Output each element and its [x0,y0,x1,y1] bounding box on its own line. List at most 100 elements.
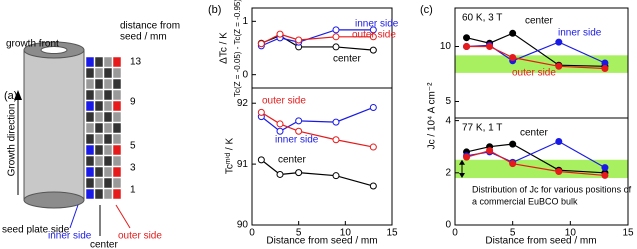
x-tick-label: 10 [565,228,577,239]
data-point [509,29,517,37]
grid-cell [85,155,95,167]
data-point [295,127,303,135]
data-point [295,117,303,125]
sample-grid [85,56,122,200]
y-tick-label: 92 [237,98,249,109]
position-label: 9 [130,97,136,108]
grid-cell [94,111,104,123]
data-point [369,26,377,34]
distance-label: distance from [120,21,180,32]
data-point [601,171,609,179]
x-tick-label: 0 [249,228,255,239]
data-point [332,118,340,126]
grid-cell [85,56,95,68]
cylinder-body [23,49,85,201]
annotation: a commercial EuBCO bulk [472,196,578,206]
grid-cell [103,177,113,189]
y-tick-label: 90 [237,220,249,231]
series-label: inner side [355,19,399,30]
grid-cell [112,67,122,79]
data-point [555,38,563,46]
x-tick-label: 0 [452,228,458,239]
data-point [369,46,377,54]
grid-cell [103,155,113,167]
data-point [509,160,517,168]
series-label: inner side [275,135,319,146]
grid-cell [85,78,95,90]
data-point [601,65,609,72]
center: center [90,240,118,249]
grid-cell [112,133,122,145]
grid-cell [94,56,104,68]
data-point [601,164,609,172]
grid-cell [103,122,113,134]
grid-cell [112,89,122,101]
y-tick-label: 0 [445,220,451,231]
y-tick-label: 2 [445,167,451,178]
data-point [332,26,340,34]
grid-cell [112,122,122,134]
x-tick-label: 5 [510,228,516,239]
grid-cell [94,122,104,134]
growth-direction: Growth direction [7,104,18,177]
data-point [295,169,303,177]
grid-cell [103,144,113,156]
grid-cell [94,144,104,156]
grid-cell [94,89,104,101]
data-point [332,33,340,41]
data-point [463,34,471,42]
grid-cell [112,144,122,156]
data-point [276,30,284,38]
y-tick-label: 4 [445,115,451,126]
data-point [332,136,340,144]
y-axis-label: ΔTc / K [219,32,230,64]
y-axis-label: Tc(Z = -0.05) - Tc(Z = -0.95) [233,0,242,97]
plot-frame [454,117,629,226]
grid-cell [103,89,113,101]
data-point [257,40,265,48]
grid-cell [103,188,113,200]
data-point [555,62,563,70]
grid-cell [103,78,113,90]
panel-label: (c) [420,4,433,16]
series-label: inner side [558,28,602,39]
data-point [509,54,517,61]
growth-arrow-head [14,90,22,100]
series-label: center [333,54,361,65]
data-point [486,43,494,50]
pointer [115,204,131,229]
x-axis-label: Distance from seed / mm [485,236,596,247]
grid-cell [94,67,104,79]
y-tick-label: 5 [445,96,451,107]
y-tick-label: 0 [242,69,248,80]
seed-plate-side: seed plate side [2,225,70,236]
jc-band [455,55,628,73]
series-label: center [525,16,553,27]
y-axis-label: Jc / 10⁴ A cm⁻² [427,82,438,149]
grid-cell [85,177,95,189]
distance-label: seed / mm [120,32,167,43]
grid-cell [85,166,95,178]
y-tick-label: 1 [242,16,248,27]
grid-cell [112,111,122,123]
y-tick-label: 10 [440,41,452,52]
data-point [332,43,340,51]
data-point [555,137,563,145]
grid-cell [103,166,113,178]
data-point [509,140,517,148]
data-point [257,108,265,116]
position-label: 13 [130,57,142,68]
grid-cell [103,111,113,123]
data-point [276,120,284,128]
position-label: 5 [130,141,136,152]
grid-cell [85,89,95,101]
schematic: (a) growth front distance from seed / mm… [2,21,180,249]
band-arrow-head [459,159,465,179]
grid-cell [103,56,113,68]
grid-cell [112,177,122,189]
series-line [260,106,374,132]
grid-cell [85,133,95,145]
inner-side: inner side [48,231,92,242]
x-tick-label: 5 [296,228,302,239]
